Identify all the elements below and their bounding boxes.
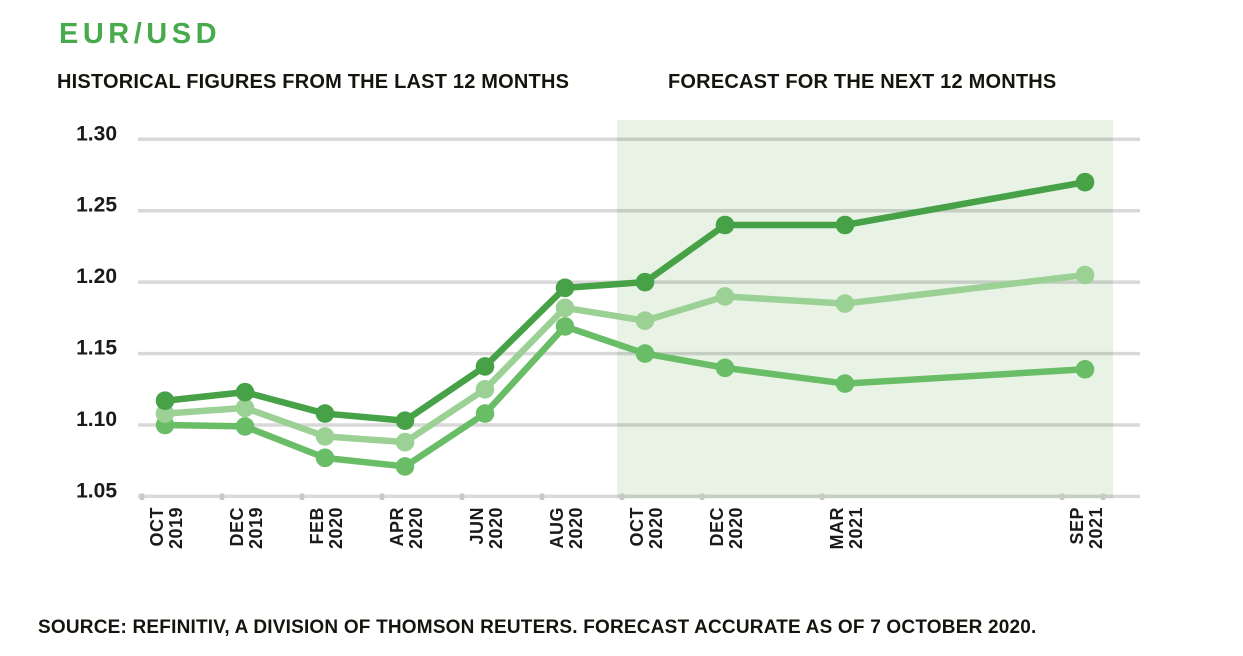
series-point-high-estimate	[555, 278, 575, 298]
series-point-low-estimate	[315, 448, 335, 468]
axis-tick	[539, 493, 545, 500]
source-note: SOURCE: REFINITIV, A DIVISION OF THOMSON…	[38, 617, 1037, 638]
x-axis-label: AUG2020	[547, 507, 586, 549]
series-point-mid-estimate	[315, 427, 335, 446]
series-point-low-estimate	[475, 404, 495, 423]
series-point-low-estimate	[715, 358, 735, 378]
series-point-high-estimate	[635, 272, 655, 292]
x-axis-label: DEC2020	[707, 507, 746, 549]
series-point-mid-estimate	[475, 379, 495, 399]
axis-tick	[1059, 493, 1065, 500]
x-axis-label: FEB2020	[307, 507, 346, 549]
x-axis-label: OCT2019	[147, 507, 186, 549]
axis-tick	[819, 493, 825, 500]
y-axis-label: 1.25	[76, 194, 117, 217]
subtitle-historical: HISTORICAL FIGURES FROM THE LAST 12 MONT…	[57, 71, 570, 93]
series-point-high-estimate	[475, 357, 495, 376]
series-point-high-estimate	[715, 215, 735, 235]
axis-tick	[299, 493, 305, 500]
y-axis-label: 1.10	[76, 408, 117, 431]
series-line-low-estimate	[161, 323, 1089, 470]
x-axis-label: SEP2021	[1067, 507, 1106, 549]
x-axis-label: APR2020	[387, 507, 426, 549]
series-point-mid-estimate	[155, 404, 175, 423]
x-axis-label: DEC2019	[227, 507, 266, 549]
series-point-low-estimate	[635, 344, 655, 363]
axis-tick	[459, 493, 465, 500]
series-point-low-estimate	[395, 457, 415, 476]
series-line-high-estimate	[161, 178, 1089, 424]
series-point-low-estimate	[835, 374, 855, 393]
forecast-shade-layer	[617, 120, 1113, 499]
series-point-high-estimate	[235, 382, 255, 402]
series-point-high-estimate	[315, 404, 335, 423]
axis-tick	[139, 493, 145, 500]
axis-tick	[699, 493, 705, 500]
series-layer	[155, 172, 1095, 476]
series-point-mid-estimate	[1075, 265, 1095, 285]
series-point-high-estimate	[1075, 172, 1095, 192]
x-axis-label: OCT2020	[627, 507, 666, 549]
series-point-low-estimate	[555, 317, 575, 336]
page-title: EUR/USD	[59, 18, 222, 50]
series-point-low-estimate	[235, 417, 255, 436]
axis-tick	[219, 493, 225, 500]
y-axis-label: 1.05	[76, 479, 117, 502]
series-point-high-estimate	[395, 411, 415, 431]
series-point-high-estimate	[835, 215, 855, 235]
forecast-shade-region	[617, 120, 1113, 499]
x-axis-label: JUN2020	[467, 507, 506, 549]
x-axis-label: MAR2021	[827, 507, 866, 550]
series-point-mid-estimate	[555, 298, 575, 318]
y-axis-labels: 1.05 1.10 1.15 1.20 1.25 1.30	[76, 122, 117, 502]
axis-tick	[1100, 493, 1106, 500]
axis-tick	[379, 493, 385, 500]
y-axis-label: 1.30	[76, 122, 117, 145]
x-axis-labels: OCT2019 DEC2019 FEB2020 APR2020 JUN2020 AUG20…	[147, 507, 1106, 550]
y-axis-label: 1.15	[76, 337, 117, 360]
series-point-mid-estimate	[395, 432, 415, 452]
series-point-high-estimate	[155, 391, 175, 411]
series-point-mid-estimate	[635, 311, 655, 331]
series-point-mid-estimate	[235, 398, 255, 418]
subtitle-forecast: FORECAST FOR THE NEXT 12 MONTHS	[668, 71, 1057, 93]
series-line-mid-estimate	[161, 271, 1089, 446]
series-point-mid-estimate	[835, 294, 855, 313]
series-point-low-estimate	[1075, 359, 1095, 379]
series-point-mid-estimate	[715, 287, 735, 306]
axis-tick	[619, 493, 625, 500]
y-axis-label: 1.20	[76, 265, 117, 288]
x-axis-tick-marks	[139, 493, 1106, 500]
